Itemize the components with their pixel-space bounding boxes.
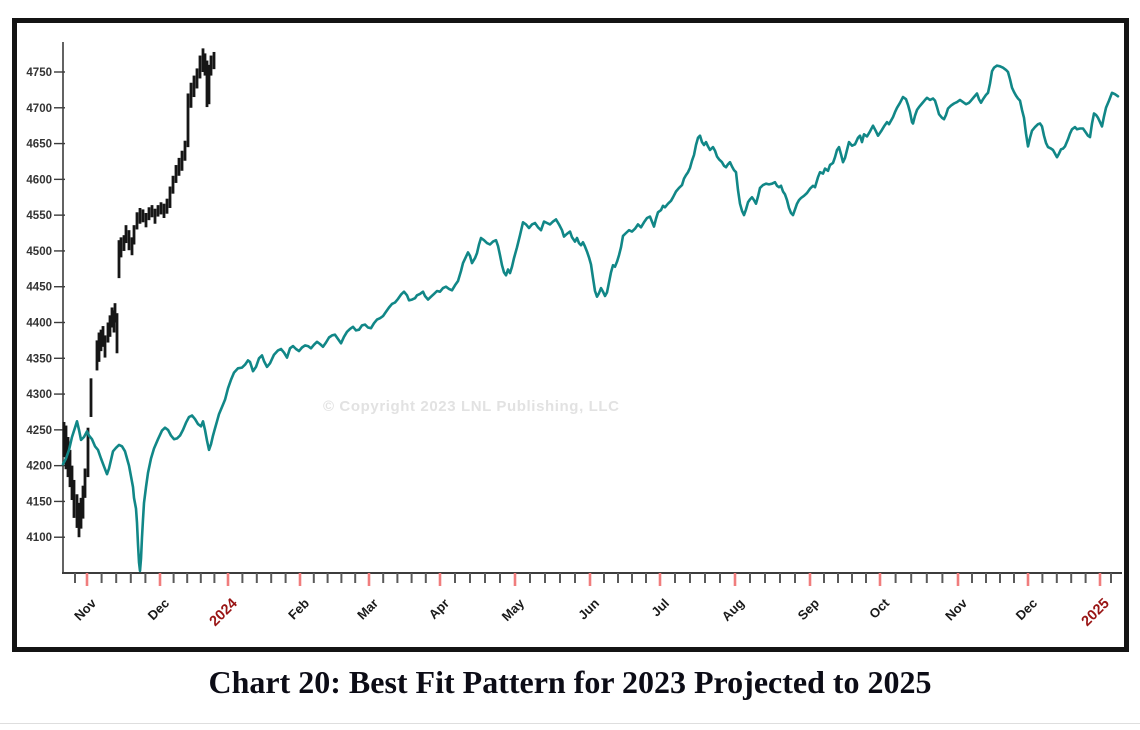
y-tick-label: 4500 bbox=[26, 246, 52, 258]
x-month-label: Dec bbox=[145, 596, 172, 623]
y-tick-label: 4100 bbox=[26, 532, 52, 544]
x-month-label: Nov bbox=[942, 595, 971, 624]
x-month-label: May bbox=[499, 595, 528, 624]
x-month-label: Oct bbox=[866, 595, 892, 621]
actual-price-bars bbox=[62, 48, 216, 538]
x-year-label: 2024 bbox=[207, 596, 241, 630]
x-month-label: Apr bbox=[426, 596, 452, 622]
y-tick-label: 4250 bbox=[26, 425, 52, 437]
x-month-label: Mar bbox=[354, 596, 381, 623]
y-tick-label: 4150 bbox=[26, 496, 52, 508]
y-tick-label: 4550 bbox=[26, 210, 52, 222]
chart-frame bbox=[12, 18, 1129, 652]
x-month-label: Jun bbox=[575, 595, 602, 622]
x-month-label: Sep bbox=[795, 595, 823, 623]
y-tick-label: 4400 bbox=[26, 318, 52, 330]
x-month-label: Aug bbox=[719, 595, 748, 624]
x-year-label: 2025 bbox=[1079, 596, 1113, 630]
y-tick-label: 4700 bbox=[26, 103, 52, 115]
chart-caption: Chart 20: Best Fit Pattern for 2023 Proj… bbox=[208, 664, 932, 700]
x-month-label: Feb bbox=[285, 595, 312, 622]
x-month-label: Jul bbox=[648, 596, 672, 620]
y-tick-label: 4750 bbox=[26, 67, 52, 79]
copyright-watermark: © Copyright 2023 LNL Publishing, LLC bbox=[323, 398, 620, 415]
y-tick-label: 4600 bbox=[26, 174, 52, 186]
page-divider-line bbox=[0, 723, 1140, 724]
y-tick-label: 4450 bbox=[26, 282, 52, 294]
y-tick-label: 4650 bbox=[26, 139, 52, 151]
x-month-label: Nov bbox=[71, 595, 100, 624]
y-tick-label: 4300 bbox=[26, 389, 52, 401]
x-month-label: Dec bbox=[1013, 596, 1040, 623]
projection-line bbox=[61, 64, 1120, 573]
y-tick-label: 4200 bbox=[26, 461, 52, 473]
y-tick-label: 4350 bbox=[26, 353, 52, 365]
